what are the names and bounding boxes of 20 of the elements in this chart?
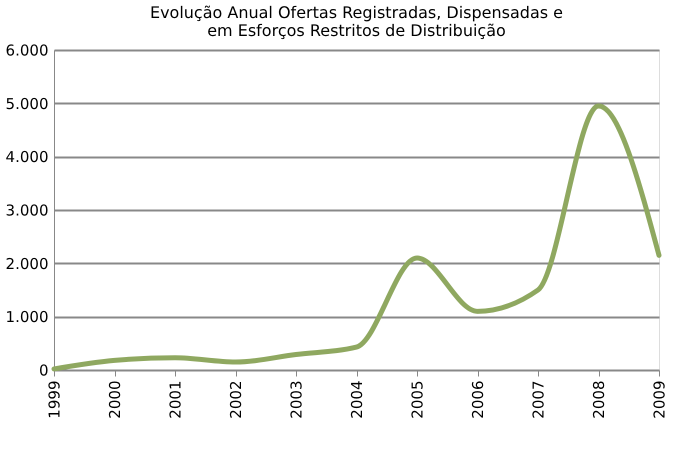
y-tick-label: 5.000	[6, 94, 48, 113]
x-tick-label: 2009	[650, 380, 668, 419]
x-tick-label: 2000	[106, 380, 124, 419]
y-tick-label: 4.000	[6, 148, 48, 166]
text: em Esforços Restritos de Distribuição	[207, 21, 506, 40]
y-tick-label: 6.000	[6, 42, 48, 60]
y-tick-label: 0	[38, 362, 48, 380]
x-tick-label: 2004	[348, 380, 366, 419]
x-tick-label: 1999	[46, 380, 64, 419]
y-tick-label: 2.000	[6, 254, 48, 273]
y-tick-label: 1.000	[6, 308, 48, 326]
x-tick-label: 2002	[227, 380, 245, 419]
y-tick-label: 3.000	[6, 202, 48, 220]
x-tick-label: 2007	[530, 380, 548, 419]
x-tick-label: 2003	[288, 380, 306, 419]
x-tick-label: 2006	[469, 380, 487, 419]
x-tick-label: 2005	[408, 380, 426, 419]
x-tick-label: 2001	[166, 380, 184, 419]
x-tick-label: 2008	[590, 380, 608, 419]
text: Evolução Anual Ofertas Registradas, Dispensadas e	[150, 3, 564, 22]
